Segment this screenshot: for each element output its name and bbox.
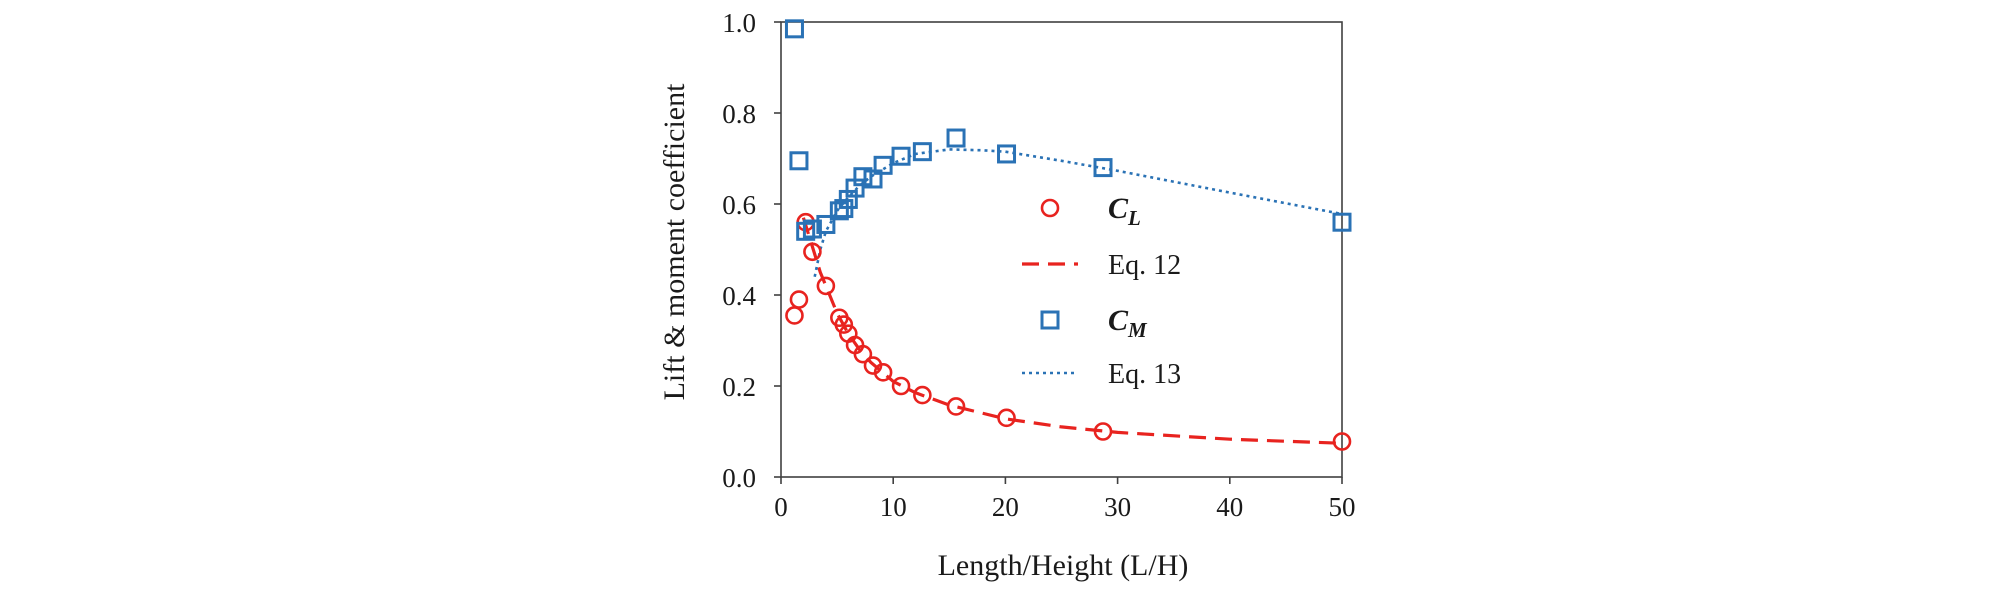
legend-label-eq13: Eq. 13 — [1108, 359, 1181, 390]
data-point-cm — [863, 169, 883, 189]
data-point-cl — [1332, 432, 1352, 451]
x-tick-label: 10 — [880, 492, 907, 522]
y-tick-label: 0.0 — [722, 463, 756, 493]
data-point-cm — [946, 128, 966, 148]
data-point-cm — [816, 214, 836, 234]
series-line-eq-13 — [813, 148, 1343, 278]
data-point-cl — [946, 397, 966, 416]
data-point-cl — [997, 408, 1016, 428]
data-point-cm — [802, 219, 822, 239]
x-tick-label: 0 — [774, 492, 788, 522]
data-point-cm — [873, 155, 893, 175]
data-point-cm — [912, 142, 932, 162]
legend-label-eq12: Eq. 12 — [1108, 250, 1181, 281]
y-tick-label: 0.2 — [722, 372, 756, 402]
legend-marker-cm — [1040, 310, 1060, 330]
data-point-cl — [913, 385, 932, 405]
y-tick-label: 0.4 — [722, 281, 756, 311]
x-tick-label: 20 — [992, 492, 1019, 522]
data-point-cm — [789, 151, 809, 171]
data-point-cl — [853, 344, 873, 364]
series-line-eq-12 — [801, 217, 1343, 445]
data-point-cl — [789, 290, 809, 309]
series-lines — [801, 148, 1343, 445]
x-tick-label: 40 — [1216, 492, 1243, 522]
x-tick-label: 30 — [1104, 492, 1131, 522]
legend-label-l: CL — [1108, 192, 1141, 230]
data-point-cl — [834, 315, 854, 334]
legend-marker-cl — [1040, 198, 1060, 218]
data-point-cl — [891, 376, 911, 396]
legend-label-m: CM — [1108, 304, 1148, 342]
data-point-cm — [997, 144, 1017, 164]
data-point-cm — [784, 19, 804, 39]
data-point-cl — [1093, 422, 1113, 441]
data-point-cl — [873, 363, 893, 382]
data-point-cm — [1332, 212, 1352, 232]
plot-border — [780, 21, 1343, 478]
data-point-cm — [1093, 158, 1113, 178]
y-tick-label: 0.6 — [722, 190, 756, 220]
y-axis-ticks: 0.0 0.2 0.4 0.6 0.8 1.0 — [722, 8, 781, 493]
y-axis-title: Lift & moment coefficient — [658, 83, 691, 401]
legend: CL Eq. 12 CM Eq. 13 — [1022, 192, 1181, 390]
x-axis-ticks: 0 10 20 30 40 50 — [774, 477, 1356, 522]
plot-frame — [780, 21, 1343, 478]
series-markers — [784, 19, 1352, 451]
data-point-cm — [853, 167, 873, 187]
x-axis-title: Length/Height (L/H) — [938, 549, 1189, 582]
x-tick-label: 50 — [1329, 492, 1356, 522]
y-tick-label: 1.0 — [722, 8, 756, 38]
data-point-cl — [785, 306, 804, 325]
data-point-cl — [803, 242, 822, 262]
data-point-cm — [891, 146, 911, 166]
data-point-cl — [816, 276, 836, 296]
y-tick-label: 0.8 — [722, 99, 756, 129]
